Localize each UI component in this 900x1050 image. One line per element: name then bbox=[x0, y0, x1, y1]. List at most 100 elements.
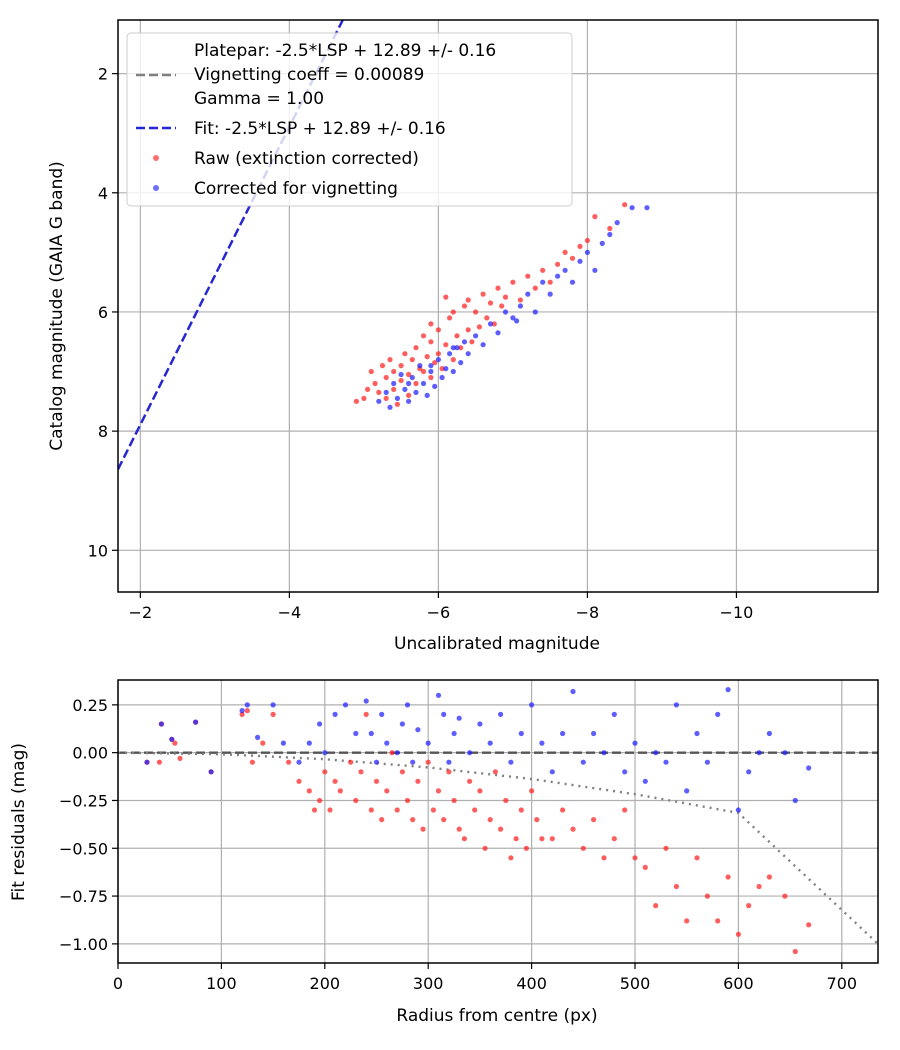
top-raw-point bbox=[379, 363, 386, 369]
top-corrected-point bbox=[473, 333, 479, 339]
top-corrected-point bbox=[406, 380, 412, 387]
top-raw-point bbox=[387, 357, 393, 363]
bottom-corrected-point bbox=[208, 769, 214, 775]
bottom-raw-point bbox=[244, 708, 250, 714]
top-raw-point bbox=[562, 249, 568, 255]
bottom-corrected-point bbox=[456, 715, 462, 721]
bottom-corrected-point bbox=[446, 759, 452, 765]
top-raw-point bbox=[487, 300, 494, 306]
bottom-raw-point bbox=[332, 778, 338, 784]
bottom-x-tick-label: 0 bbox=[113, 974, 123, 993]
bottom-raw-point bbox=[451, 797, 457, 804]
top-corrected-point bbox=[599, 240, 605, 246]
top-raw-point bbox=[398, 363, 404, 369]
legend-corrected-marker bbox=[153, 185, 159, 191]
bottom-raw-point bbox=[642, 864, 648, 871]
top-corrected-point bbox=[409, 374, 415, 381]
bottom-raw-point bbox=[177, 755, 183, 762]
top-raw-point bbox=[592, 214, 598, 220]
bottom-raw-point bbox=[611, 836, 617, 842]
top-corrected-point bbox=[428, 363, 434, 369]
top-y-tick-label: 8 bbox=[98, 422, 108, 441]
top-raw-point bbox=[443, 342, 449, 348]
bottom-corrected-point bbox=[704, 759, 711, 765]
bottom-corrected-point bbox=[715, 711, 721, 718]
bottom-corrected-point bbox=[756, 750, 762, 756]
bottom-corrected-point bbox=[735, 807, 742, 813]
legend-fit-label: Fit: -2.5*LSP + 12.89 +/- 0.16 bbox=[194, 119, 446, 139]
bottom-raw-point bbox=[539, 836, 545, 842]
legend-corrected-label: Corrected for vignetting bbox=[194, 179, 398, 199]
bottom-corrected-point bbox=[539, 740, 545, 746]
top-corrected-point bbox=[420, 380, 427, 387]
top-raw-point bbox=[450, 357, 456, 363]
bottom-corrected-point bbox=[611, 711, 617, 718]
top-raw-point bbox=[391, 386, 397, 392]
top-corrected-point bbox=[592, 267, 598, 273]
top-corrected-point bbox=[461, 339, 468, 345]
top-raw-point bbox=[383, 395, 389, 401]
top-corrected-point bbox=[465, 351, 471, 357]
top-corrected-point bbox=[428, 368, 434, 375]
bottom-corrected-point bbox=[425, 740, 431, 746]
top-raw-point bbox=[577, 243, 583, 249]
top-raw-point bbox=[476, 324, 482, 330]
bottom-corrected-point bbox=[694, 730, 700, 737]
top-corrected-point bbox=[525, 291, 531, 297]
bottom-raw-point bbox=[792, 948, 798, 955]
legend-platepar-label-2: Vignetting coeff = 0.00089 bbox=[194, 65, 424, 85]
top-y-tick-label: 10 bbox=[88, 541, 108, 560]
top-corrected-point bbox=[394, 395, 400, 401]
top-raw-point bbox=[372, 380, 378, 387]
top-corrected-point bbox=[406, 398, 412, 404]
bottom-raw-point bbox=[523, 845, 530, 851]
bottom-x-tick-label: 500 bbox=[620, 974, 651, 993]
bottom-corrected-point bbox=[580, 759, 586, 765]
bottom-corrected-point bbox=[570, 688, 576, 695]
top-raw-point bbox=[461, 303, 468, 309]
top-corrected-point bbox=[413, 389, 419, 395]
bottom-raw-point bbox=[725, 874, 731, 880]
bottom-corrected-point bbox=[653, 750, 659, 756]
top-raw-point bbox=[394, 401, 400, 407]
bottom-corrected-point bbox=[487, 740, 493, 746]
top-corrected-point bbox=[450, 345, 456, 351]
bottom-raw-point bbox=[363, 711, 369, 718]
bottom-raw-point bbox=[653, 903, 659, 909]
bottom-x-axis-label: Radius from centre (px) bbox=[396, 1006, 597, 1026]
bottom-y-tick-label: 0.25 bbox=[72, 696, 108, 715]
top-corrected-point bbox=[391, 380, 397, 387]
bottom-corrected-point bbox=[373, 759, 380, 765]
top-raw-point bbox=[361, 395, 367, 401]
bottom-raw-point bbox=[513, 836, 519, 842]
bottom-corrected-point bbox=[673, 702, 680, 708]
bottom-raw-point bbox=[404, 797, 411, 804]
top-corrected-point bbox=[383, 389, 389, 395]
top-x-tick-label: −4 bbox=[278, 603, 302, 622]
bottom-raw-point bbox=[389, 750, 395, 756]
bottom-corrected-point bbox=[280, 740, 286, 746]
bottom-raw-point bbox=[394, 807, 400, 813]
top-raw-point bbox=[484, 315, 490, 321]
bottom-raw-point bbox=[684, 918, 690, 924]
top-raw-point bbox=[428, 339, 434, 345]
bottom-corrected-point bbox=[498, 711, 504, 718]
bottom-corrected-point bbox=[451, 730, 457, 737]
bottom-corrected-point bbox=[363, 698, 369, 704]
top-corrected-point bbox=[402, 386, 408, 392]
top-x-tick-label: −8 bbox=[576, 603, 600, 622]
bottom-raw-point bbox=[472, 807, 478, 813]
top-raw-point bbox=[499, 303, 505, 309]
bottom-corrected-point bbox=[193, 719, 199, 725]
bottom-corrected-point bbox=[342, 702, 349, 708]
top-corrected-point bbox=[439, 374, 445, 381]
top-raw-point bbox=[491, 321, 497, 327]
bottom-corrected-point bbox=[158, 721, 164, 727]
bottom-raw-point bbox=[477, 788, 483, 794]
bottom-raw-point bbox=[348, 759, 354, 765]
bottom-x-tick-label: 300 bbox=[413, 974, 444, 993]
top-y-tick-label: 4 bbox=[98, 184, 108, 203]
bottom-reference-lines bbox=[118, 751, 878, 945]
bottom-raw-point bbox=[549, 836, 555, 842]
top-corrected-point bbox=[450, 368, 456, 375]
